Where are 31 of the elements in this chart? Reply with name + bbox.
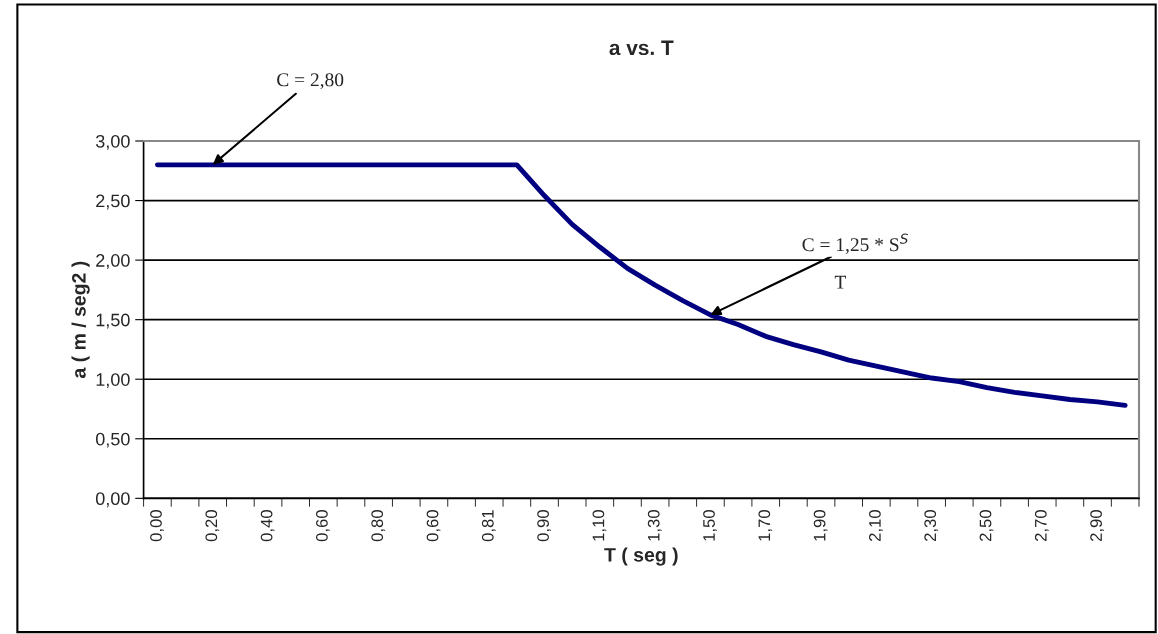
x-tick-label: 2,10 — [869, 510, 883, 542]
x-tick-label: 1,10 — [592, 510, 607, 541]
y-tick-label: 2,50 — [96, 194, 130, 210]
y-tick-label: 0,00 — [95, 492, 130, 508]
x-tick-label: 0,00 — [150, 510, 164, 542]
x-tick-label: 2,70 — [1034, 510, 1049, 542]
y-tick-label: 2,00 — [96, 254, 130, 269]
annotation: T — [834, 275, 846, 289]
y-axis-title: a ( m / seg2 ) — [71, 261, 90, 378]
x-tick-label: 0,60 — [426, 510, 441, 542]
y-tick-label: 0,50 — [95, 432, 130, 448]
x-tick-label: 1,90 — [813, 510, 828, 541]
y-tick-label: 1,50 — [96, 313, 130, 329]
x-tick-label: 1,70 — [758, 510, 773, 541]
x-tick-label: 0,40 — [260, 510, 275, 542]
y-tick-label: 1,00 — [96, 373, 130, 389]
chart-title: a vs. T — [609, 40, 674, 56]
x-axis-title: T ( seg ) — [604, 547, 678, 566]
x-tick-label: 0,60 — [315, 510, 330, 542]
x-tick-label: 0,90 — [537, 510, 551, 542]
x-tick-label: 2,30 — [924, 510, 939, 542]
x-tick-label: 0,80 — [371, 510, 386, 542]
x-tick-label: 2,50 — [979, 510, 994, 542]
x-tick-label: 1,30 — [647, 510, 662, 541]
x-tick-label: 2,90 — [1090, 510, 1104, 542]
x-tick-label: 0,20 — [205, 510, 220, 542]
x-tick-label: 0,81 — [481, 510, 496, 542]
annotation: C = 1,25 * S$^{S}$ — [802, 233, 909, 255]
annotation: C = 2,80 — [277, 73, 344, 90]
x-tick-label: 1,50 — [703, 510, 717, 541]
y-tick-label: 3,00 — [95, 134, 130, 150]
